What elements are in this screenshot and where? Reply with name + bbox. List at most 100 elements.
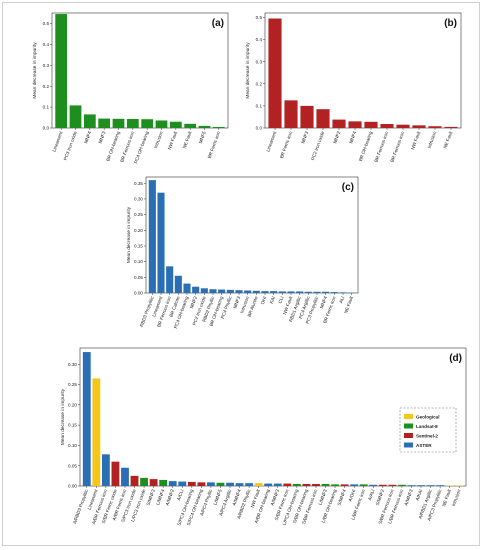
bar [92, 378, 101, 486]
bar [174, 275, 182, 293]
bar [284, 100, 298, 128]
x-tick-label: PC3 Iron oxide [63, 130, 78, 161]
bar [126, 119, 139, 128]
bar [332, 119, 346, 128]
x-tick-label: L/MNF5 [213, 488, 223, 505]
x-tick-label: NW Fault [410, 130, 421, 150]
bar [428, 126, 442, 128]
bar [283, 483, 292, 486]
bar [304, 291, 312, 293]
x-tick-label: MNF5 [198, 130, 207, 144]
x-tick-label: A/MNF4 [231, 488, 242, 506]
x-tick-label: Intrusion [153, 130, 164, 149]
legend-label: Sentinel-2 [416, 433, 438, 438]
bar [200, 288, 208, 293]
bar [331, 484, 339, 486]
chart-panel-a: 0.0 0.1 0.2 0.3 0.4 0.5 Mean decrease in impur… [32, 12, 229, 164]
bar [398, 484, 406, 486]
bar [192, 286, 200, 293]
y-tick-label: 0.25 [134, 212, 143, 217]
bar [316, 109, 330, 128]
x-tick-label: PC4 OH-bearing [133, 130, 149, 164]
legend-swatch [404, 423, 413, 429]
x-tick-label: NW Fault [167, 130, 178, 150]
bar [348, 121, 362, 128]
x-tick-label: MNF4 [348, 130, 357, 144]
x-tick-label: Lineament [51, 130, 63, 153]
y-axis-label: Mean decrease in impurity [126, 206, 132, 263]
x-tick-label: MNF3 [232, 295, 241, 309]
bar [178, 481, 187, 486]
x-tick-label: CLI [278, 296, 285, 304]
x-tick-label: NE Fault [182, 130, 193, 149]
x-tick-label: MNF2 [189, 295, 198, 309]
x-tick-label: MNF4 [83, 130, 92, 144]
y-tick-label: 0.3 [43, 63, 50, 68]
bar [321, 483, 330, 486]
chart-panel-d: 0.00 0.05 0.10 0.15 0.20 0.25 0.30 Mean decreas… [60, 347, 467, 526]
bar [252, 290, 260, 293]
bar [140, 477, 148, 486]
bar [417, 485, 425, 486]
y-tick-label: 0.00 [134, 291, 143, 296]
x-tick-label: A/ALI [367, 489, 376, 501]
bar [359, 484, 368, 486]
legend-swatch [404, 414, 413, 419]
bar [264, 483, 273, 486]
panel-label: (a) [212, 18, 224, 29]
bar [254, 483, 263, 486]
y-tick-label: 0.1 [256, 103, 263, 108]
x-tick-label: MNF3 [98, 130, 107, 144]
bar [378, 484, 387, 486]
bar [184, 123, 197, 128]
bar [216, 482, 225, 486]
x-tick-label: NE Fault [343, 295, 354, 314]
x-tick-label: BR Ferrous iron [390, 130, 406, 163]
x-tick-label: L/MNF3 [318, 488, 328, 505]
x-tick-label: S/MNF3 [145, 488, 156, 506]
y-tick-label: 0.05 [68, 463, 77, 468]
x-tick-label: L/MNF4 [155, 488, 165, 505]
bar [111, 461, 120, 486]
legend-label: Geological [416, 414, 440, 419]
y-tick-label: 0.15 [68, 423, 77, 428]
plot-area [145, 176, 359, 294]
x-tick-label: PC2 Iron oxide [310, 130, 325, 161]
y-tick-label: 0.05 [134, 275, 143, 280]
bar [350, 484, 359, 486]
chart-panel-c: 0.00 0.05 0.10 0.15 0.20 0.25 0.30 0.35 Mean dec… [126, 176, 359, 329]
chart-panel-b: 0.0 0.1 0.2 0.3 0.4 0.5 Mean decrease in impur… [245, 12, 462, 163]
y-tick-label: 0.15 [134, 244, 143, 249]
y-axis-label: Mean decrease in impurity [60, 388, 66, 445]
bar [98, 118, 111, 128]
bar [268, 18, 282, 128]
bar [169, 121, 182, 128]
x-tick-label: A/CLI [176, 489, 185, 502]
bar [330, 292, 338, 293]
y-tick-label: 0.10 [68, 443, 77, 448]
y-axis-label: Mean decrease in impurity [245, 42, 251, 99]
y-tick-label: 0.1 [43, 105, 50, 110]
x-tick-label: A/MNF3 [270, 488, 281, 506]
bar [168, 481, 177, 486]
bar [426, 485, 435, 486]
x-tick-label: A/MNF3 [403, 488, 414, 506]
bar [296, 291, 304, 293]
y-tick-label: 0.5 [43, 21, 50, 26]
bar [380, 124, 394, 128]
x-tick-label: Lineament [265, 130, 277, 153]
bar [141, 119, 154, 128]
legend-swatch [404, 442, 413, 448]
bar [166, 266, 174, 293]
bar [278, 291, 286, 293]
bar [226, 289, 234, 293]
bar [82, 352, 91, 486]
bar [292, 483, 301, 486]
panel-label: (b) [444, 18, 457, 29]
x-tick-label: A/KAI [415, 489, 424, 502]
bar [198, 125, 211, 128]
y-tick-label: 0.0 [43, 126, 50, 131]
bar [339, 292, 347, 293]
x-tick-label: Intrusion [427, 130, 438, 149]
x-tick-label: KAI [269, 296, 276, 305]
